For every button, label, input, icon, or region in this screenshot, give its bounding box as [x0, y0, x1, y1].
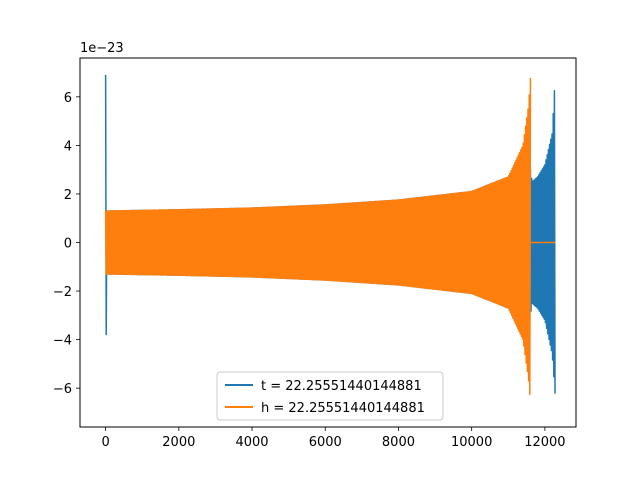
- legend-label: h = 22.25551440144881: [261, 401, 425, 416]
- series-layer: [104, 74, 556, 396]
- y-tick-label: 2: [64, 188, 72, 203]
- legend-box: [216, 371, 444, 421]
- y-tick-label: −4: [53, 334, 72, 349]
- x-tick-label: 2000: [162, 435, 195, 450]
- y-tick-label: 4: [64, 139, 72, 154]
- x-tick-label: 4000: [235, 435, 268, 450]
- x-tick-label: 12000: [524, 435, 565, 450]
- x-tick-label: 8000: [382, 435, 415, 450]
- x-tick-label: 0: [101, 435, 109, 450]
- y-tick-label: 0: [64, 237, 72, 252]
- series-line-2: [104, 77, 532, 396]
- x-axis: 0 2000 4000 6000 8000 10000 12000: [101, 427, 566, 450]
- x-tick-label: 10000: [451, 435, 492, 450]
- legend: t = 22.25551440144881 h = 22.255514401448…: [216, 371, 444, 421]
- y-tick-label: −2: [53, 285, 72, 300]
- y-tick-label: −6: [53, 382, 72, 397]
- legend-label: t = 22.25551440144881: [261, 379, 422, 394]
- x-tick-label: 6000: [309, 435, 342, 450]
- y-scale-multiplier: 1e−23: [80, 41, 124, 56]
- y-tick-label: 6: [64, 91, 72, 106]
- y-axis: −6 −4 −2 0 2 4 6: [53, 91, 80, 397]
